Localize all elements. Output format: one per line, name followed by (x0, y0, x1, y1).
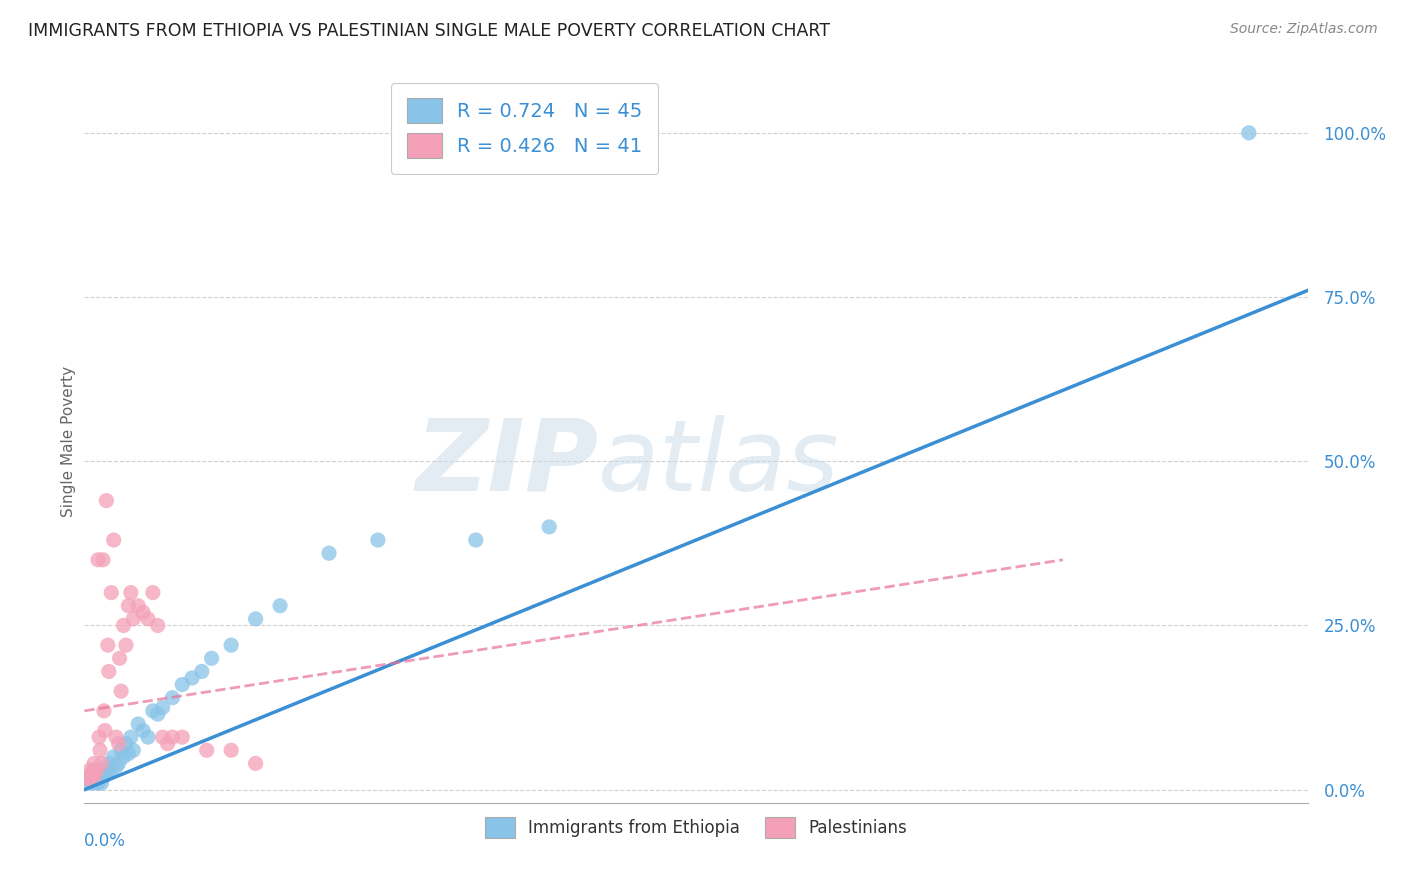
Point (269, 599, 291, 613)
Point (142, 585, 165, 599)
Point (191, 665, 214, 679)
Point (97, 638, 120, 652)
Point (162, 730, 184, 744)
Point (245, 612, 267, 626)
Point (100, 763, 122, 777)
Point (77, 770, 100, 784)
Point (93, 770, 115, 784)
Point (132, 723, 155, 738)
Point (219, 638, 242, 652)
Point (117, 747, 139, 761)
Point (105, 760, 128, 774)
Point (86, 763, 108, 777)
Point (112, 618, 135, 632)
Point (122, 612, 145, 626)
Point (97, 766, 120, 780)
Point (79, 776, 101, 790)
Text: 0.0%: 0.0% (84, 831, 127, 850)
Point (82, 776, 104, 790)
Point (107, 737, 129, 751)
Point (100, 585, 122, 599)
Text: ZIP: ZIP (415, 415, 598, 512)
Point (122, 743, 145, 757)
Point (219, 743, 242, 757)
Point (127, 717, 149, 731)
Point (96, 493, 118, 508)
Point (83, 756, 105, 771)
Point (200, 651, 222, 665)
Legend: Immigrants from Ethiopia, Palestinians: Immigrants from Ethiopia, Palestinians (478, 810, 914, 845)
Point (79, 763, 101, 777)
Point (83, 763, 105, 777)
Point (97, 665, 120, 679)
Point (162, 690, 184, 705)
Point (97, 756, 120, 771)
Point (90, 756, 112, 771)
Point (464, 533, 486, 547)
Point (110, 684, 132, 698)
Point (245, 756, 267, 771)
Text: atlas: atlas (598, 415, 839, 512)
Point (91, 766, 114, 780)
Text: Source: ZipAtlas.com: Source: ZipAtlas.com (1230, 22, 1378, 37)
Point (80, 770, 103, 784)
Point (89, 743, 111, 757)
Point (110, 743, 132, 757)
Point (146, 618, 169, 632)
Point (87, 770, 110, 784)
Point (107, 756, 129, 771)
Point (112, 749, 135, 764)
Point (105, 730, 128, 744)
Point (77, 772, 100, 787)
Point (146, 707, 169, 722)
Point (93, 704, 115, 718)
Point (367, 533, 389, 547)
Point (96, 763, 118, 777)
Point (115, 737, 138, 751)
Text: IMMIGRANTS FROM ETHIOPIA VS PALESTINIAN SINGLE MALE POVERTY CORRELATION CHART: IMMIGRANTS FROM ETHIOPIA VS PALESTINIAN … (28, 22, 830, 40)
Point (172, 730, 194, 744)
Point (84, 766, 107, 780)
Point (77, 772, 100, 787)
Point (91, 553, 114, 567)
Point (120, 585, 142, 599)
Point (90, 776, 112, 790)
Point (82, 772, 104, 787)
Point (136, 612, 159, 626)
Y-axis label: Single Male Poverty: Single Male Poverty (60, 366, 76, 517)
Point (318, 546, 340, 560)
Point (152, 730, 174, 744)
Point (84, 770, 107, 784)
Point (103, 749, 125, 764)
Point (132, 605, 155, 619)
Point (108, 651, 131, 665)
Point (195, 743, 218, 757)
Point (120, 730, 142, 744)
Point (136, 730, 159, 744)
Point (77, 770, 100, 784)
Point (86, 772, 108, 787)
Point (87, 730, 110, 744)
Point (538, 520, 561, 534)
Point (152, 700, 174, 714)
Point (115, 638, 138, 652)
Point (94, 723, 117, 738)
Point (87, 776, 110, 790)
Point (142, 704, 165, 718)
Point (80, 766, 103, 780)
Point (172, 677, 194, 691)
Point (87, 553, 110, 567)
Point (117, 599, 139, 613)
Point (127, 599, 149, 613)
Point (1237, 126, 1260, 140)
Point (103, 533, 125, 547)
Point (156, 737, 179, 751)
Point (181, 671, 204, 685)
